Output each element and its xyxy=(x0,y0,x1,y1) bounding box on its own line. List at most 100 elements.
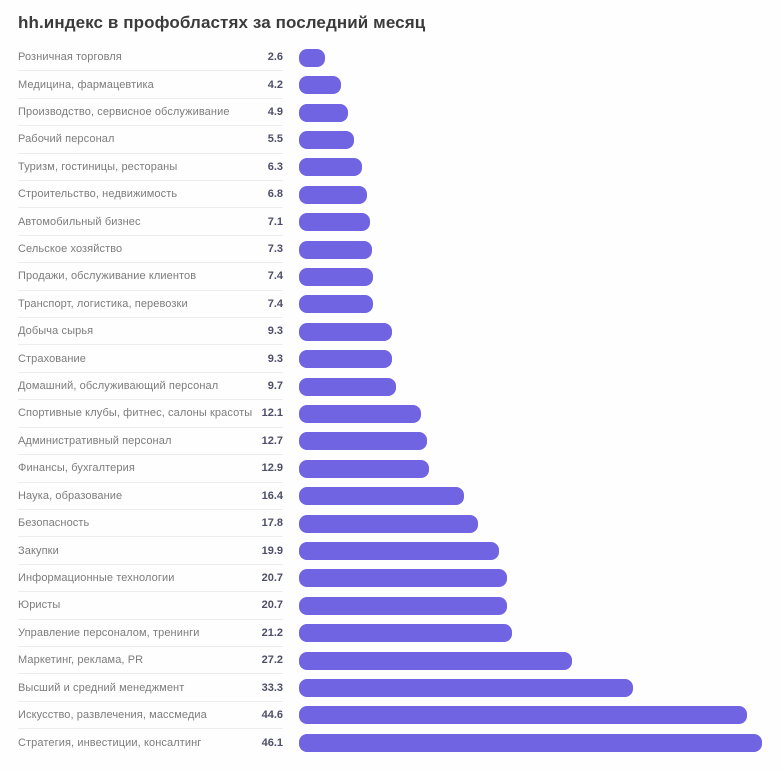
chart-row: Юристы 20.7 xyxy=(18,592,762,620)
bar xyxy=(299,267,374,286)
category-label: Административный персонал xyxy=(18,434,172,447)
category-label: Юристы xyxy=(18,599,61,612)
chart-row: Туризм, гостиницы, рестораны 6.3 xyxy=(18,154,762,182)
row-label-area: Продажи, обслуживание клиентов 7.4 xyxy=(18,263,283,291)
bar xyxy=(299,240,373,259)
bar xyxy=(299,459,429,478)
category-label: Наука, образование xyxy=(18,489,123,502)
row-label-area: Розничная торговля 2.6 xyxy=(18,44,283,72)
bar-track xyxy=(299,537,762,564)
bar-track xyxy=(299,99,762,126)
value-label: 12.1 xyxy=(261,407,283,420)
row-label-area: Маркетинг, реклама, PR 27.2 xyxy=(18,647,283,675)
bar-track xyxy=(299,373,762,400)
value-label: 21.2 xyxy=(261,626,283,639)
row-label-area: Управление персоналом, тренинги 21.2 xyxy=(18,620,283,647)
bar xyxy=(299,377,397,396)
bar xyxy=(299,432,427,451)
value-label: 7.3 xyxy=(267,243,283,256)
row-label-area: Домашний, обслуживающий персонал 9.7 xyxy=(18,373,283,401)
bar xyxy=(299,322,393,341)
value-label: 12.7 xyxy=(261,434,283,447)
row-label-area: Страхование 9.3 xyxy=(18,345,283,373)
bar-track xyxy=(299,71,762,98)
bar xyxy=(299,404,421,423)
bar xyxy=(299,542,499,561)
chart-title: hh.индекс в профобластях за последний ме… xyxy=(18,13,426,32)
chart-row: Транспорт, логистика, перевозки 7.4 xyxy=(18,291,762,319)
row-label-area: Сельское хозяйство 7.3 xyxy=(18,236,283,264)
chart-row: Безопасность 17.8 xyxy=(18,510,762,538)
bar-track xyxy=(299,291,762,318)
row-label-area: Финансы, бухгалтерия 12.9 xyxy=(18,455,283,483)
bar-track xyxy=(299,647,762,674)
bar xyxy=(299,48,326,67)
value-label: 9.3 xyxy=(267,352,283,365)
chart-row: Закупки 19.9 xyxy=(18,537,762,565)
bar-track xyxy=(299,181,762,208)
bar xyxy=(299,487,464,506)
chart-row: Высший и средний менеджмент 33.3 xyxy=(18,674,762,702)
category-label: Производство, сервисное обслуживание xyxy=(18,106,230,119)
value-label: 6.3 xyxy=(267,160,283,173)
value-label: 46.1 xyxy=(261,736,283,749)
row-label-area: Автомобильный бизнес 7.1 xyxy=(18,208,283,236)
value-label: 44.6 xyxy=(261,708,283,721)
bar-track xyxy=(299,620,762,647)
bar xyxy=(299,350,393,369)
row-label-area: Транспорт, логистика, перевозки 7.4 xyxy=(18,291,283,319)
bar xyxy=(299,733,762,752)
category-label: Управление персоналом, тренинги xyxy=(18,626,200,639)
bar xyxy=(299,596,507,615)
category-label: Транспорт, логистика, перевозки xyxy=(18,297,188,310)
category-label: Стратегия, инвестиции, консалтинг xyxy=(18,736,202,749)
value-label: 9.7 xyxy=(267,380,283,393)
value-label: 5.5 xyxy=(267,133,283,146)
row-label-area: Высший и средний менеджмент 33.3 xyxy=(18,674,283,702)
value-label: 20.7 xyxy=(261,571,283,584)
category-label: Туризм, гостиницы, рестораны xyxy=(18,160,178,173)
chart-row: Информационные технологии 20.7 xyxy=(18,565,762,593)
value-label: 17.8 xyxy=(261,517,283,530)
bar xyxy=(299,569,507,588)
category-label: Информационные технологии xyxy=(18,571,175,584)
chart-row: Спортивные клубы, фитнес, салоны красоты… xyxy=(18,400,762,428)
category-label: Маркетинг, реклама, PR xyxy=(18,654,144,667)
bar-track xyxy=(299,126,762,153)
row-label-area: Добыча сырья 9.3 xyxy=(18,318,283,346)
category-label: Медицина, фармацевтика xyxy=(18,78,154,91)
chart-row: Страхование 9.3 xyxy=(18,345,762,373)
bar xyxy=(299,651,573,670)
bar xyxy=(299,514,478,533)
row-label-area: Административный персонал 12.7 xyxy=(18,428,283,456)
category-label: Страхование xyxy=(18,352,86,365)
bar-track xyxy=(299,483,762,510)
chart-row: Добыча сырья 9.3 xyxy=(18,318,762,346)
chart-row: Искусство, развлечения, массмедиа 44.6 xyxy=(18,702,762,730)
bar xyxy=(299,624,512,643)
row-label-area: Закупки 19.9 xyxy=(18,537,283,565)
value-label: 16.4 xyxy=(261,489,283,502)
row-label-area: Медицина, фармацевтика 4.2 xyxy=(18,71,283,99)
category-label: Финансы, бухгалтерия xyxy=(18,462,135,475)
category-label: Безопасность xyxy=(18,517,90,530)
value-label: 4.2 xyxy=(267,78,283,91)
bar xyxy=(299,76,342,95)
bar xyxy=(299,158,363,177)
bar-track xyxy=(299,674,762,701)
value-label: 20.7 xyxy=(261,599,283,612)
chart-row: Продажи, обслуживание клиентов 7.4 xyxy=(18,263,762,291)
bar-track xyxy=(299,263,762,290)
chart-row: Сельское хозяйство 7.3 xyxy=(18,236,762,264)
bar-track xyxy=(299,318,762,345)
bar xyxy=(299,185,368,204)
category-label: Спортивные клубы, фитнес, салоны красоты xyxy=(18,407,253,420)
category-label: Домашний, обслуживающий персонал xyxy=(18,380,219,393)
chart-row: Автомобильный бизнес 7.1 xyxy=(18,208,762,236)
category-label: Строительство, недвижимость xyxy=(18,188,178,201)
value-label: 6.8 xyxy=(267,188,283,201)
value-label: 12.9 xyxy=(261,462,283,475)
value-label: 9.3 xyxy=(267,325,283,338)
bar-track xyxy=(299,428,762,455)
